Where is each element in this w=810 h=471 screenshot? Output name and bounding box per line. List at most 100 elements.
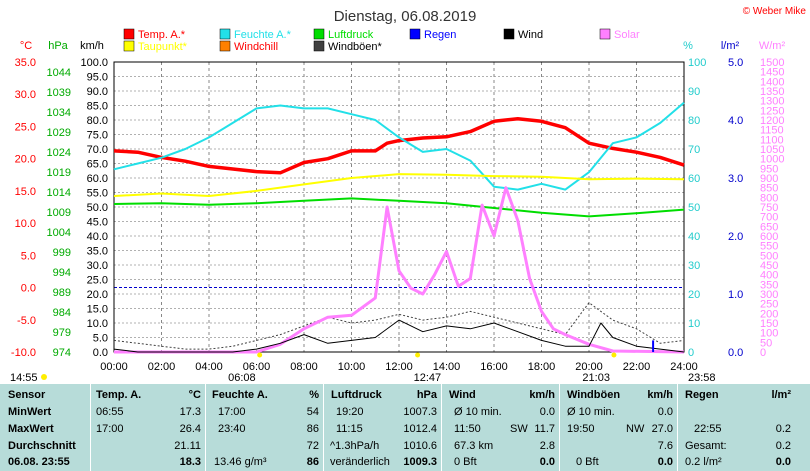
temp-column: Temp. A. °C 06:55 17.3 17:00 26.4 21.11 … (90, 384, 205, 471)
row-max: MaxWert (8, 423, 54, 435)
gust-min: 0.0 (657, 406, 673, 418)
wind-tick: 80.0 (87, 115, 108, 127)
solar-tick: 650 (760, 221, 778, 233)
pressure-tick: 994 (53, 267, 71, 279)
humidity-header: Feuchte A. (212, 389, 268, 401)
wind-tick: 55.0 (87, 188, 108, 200)
solar-tick: 550 (760, 241, 778, 253)
rain-unit: l/m² (771, 389, 791, 401)
x-tick-label: 06:00 (243, 361, 271, 373)
chart-axes: 00:00 02:00 04:00 06:00 08:00 10:00 12:00 14:00… (11, 40, 786, 373)
humidity-unit: % (309, 389, 319, 401)
sunset-time: 21:03 (582, 372, 610, 384)
marker-right-time: 23:58 (688, 372, 716, 384)
wind-min-label: Ø 10 min. (454, 406, 502, 418)
temp-min-time: 06:55 (96, 406, 124, 418)
pressure-tick: 1019 (47, 167, 71, 179)
wind-tick: 90.0 (87, 86, 108, 98)
marker-left-time: 14:55 (10, 372, 38, 384)
humidity-tick: 40 (688, 231, 700, 243)
gust-max: 27.0 (651, 423, 673, 435)
sunrise-time: 06:08 (228, 372, 256, 384)
wind-tick: 75.0 (87, 130, 108, 142)
pressure-tick: 1024 (47, 147, 71, 159)
wind-column: Wind km/h Ø 10 min. 0.0 11:50 SW 11.7 67… (441, 384, 559, 471)
x-tick-label: 02:00 (148, 361, 176, 373)
humidity-max-time: 23:40 (218, 423, 246, 435)
humidity-tick: 80 (688, 115, 700, 127)
wind-tick: 45.0 (87, 217, 108, 229)
legend-label: Luftdruck (328, 29, 374, 41)
wind-unit: km/h (80, 40, 104, 52)
series-luftdruck (113, 197, 685, 218)
pressure-trend: veränderlich (330, 456, 390, 468)
solar-tick: 850 (760, 183, 778, 195)
humidity-min-time: 17:00 (218, 406, 246, 418)
rain-tick: 2.0 (728, 231, 743, 243)
rain-tick: 1.0 (728, 289, 743, 301)
wind-tick: 95.0 (87, 72, 108, 84)
humidity-current: 86 (306, 456, 319, 468)
wind-max-time: 11:50 (454, 423, 481, 435)
pressure-tick: 1014 (47, 187, 71, 199)
humidity-tick: 90 (688, 86, 700, 98)
x-tick-label: 08:00 (290, 361, 318, 373)
pressure-header: Luftdruck (331, 389, 382, 401)
temp-tick: 20.0 (15, 154, 36, 166)
legend-swatch (123, 40, 135, 52)
temp-avg: 21.11 (174, 440, 201, 452)
row-min: MinWert (8, 406, 52, 418)
solar-tick: 1000 (760, 154, 784, 166)
pressure-tick: 999 (53, 247, 71, 259)
gust-column: Windböen km/h Ø 10 min. 0.0 19:50 NW 27.… (559, 384, 677, 471)
pressure-max: 1012.4 (403, 423, 437, 435)
solar-tick: 1200 (760, 115, 784, 127)
temp-tick: 5.0 (21, 250, 36, 262)
wind-tick: 100.0 (80, 57, 108, 69)
temp-tick: 35.0 (15, 57, 36, 69)
solar-tick: 1400 (760, 76, 784, 88)
pressure-tick: 1034 (47, 107, 71, 119)
series-wind (113, 319, 685, 353)
chart-series (113, 101, 685, 354)
pressure-tick: 989 (53, 287, 71, 299)
humidity-tick: 100 (688, 57, 706, 69)
sun-icon (41, 374, 47, 380)
rain-tick: 4.0 (728, 115, 743, 127)
temp-tick: 25.0 (15, 121, 36, 133)
legend-label: Solar (614, 29, 640, 41)
rain-max: 0.2 (775, 423, 791, 435)
humidity-tick: 70 (688, 144, 700, 156)
temp-max: 26.4 (179, 423, 201, 435)
x-tick-label: 22:00 (623, 361, 651, 373)
x-tick-label: 12:00 (385, 361, 413, 373)
solar-tick: 1150 (760, 125, 784, 137)
legend-label: Feuchte A.* (234, 29, 292, 41)
solar-tick: 400 (760, 270, 778, 282)
solar-tick: 1450 (760, 67, 784, 79)
humidity-tick: 10 (688, 318, 700, 330)
legend-swatch (123, 28, 135, 40)
rain-tick: 0.0 (728, 347, 743, 359)
wind-tick: 25.0 (87, 275, 108, 287)
chart-title: Dienstag, 06.08.2019 (334, 8, 477, 25)
solar-tick: 750 (760, 202, 778, 214)
legend-label: Windböen* (328, 41, 383, 53)
wind-unit: km/h (529, 389, 555, 401)
temp-unit: °C (20, 40, 32, 52)
weather-chart: 00:00 02:00 04:00 06:00 08:00 10:00 12:00 14:00… (10, 6, 806, 384)
row-current: 06.08. 23:55 (8, 456, 70, 468)
series-solar (114, 186, 685, 354)
legend-label: Temp. A.* (138, 29, 186, 41)
legend-label: Wind (518, 29, 543, 41)
humidity-tick: 20 (688, 289, 700, 301)
temp-tick: -10.0 (11, 347, 36, 359)
rain-header: Regen (685, 389, 719, 401)
humidity-max: 86 (306, 423, 319, 435)
solar-tick: 900 (760, 173, 778, 185)
legend-label: Taupunkt* (138, 41, 188, 53)
wind-current: 0.0 (539, 456, 555, 468)
solar-tick: 600 (760, 231, 778, 243)
solar-tick: 1250 (760, 105, 784, 117)
temp-tick: 0.0 (21, 283, 36, 295)
